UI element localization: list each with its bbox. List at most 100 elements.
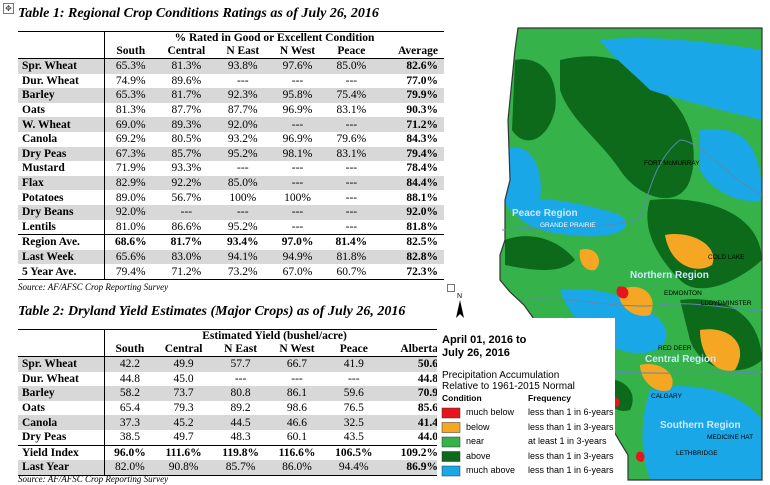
table-cell: 69.0% bbox=[104, 117, 157, 132]
table-cell: 96.9% bbox=[282, 133, 313, 146]
city-label: FORT McMURRAY bbox=[644, 160, 700, 167]
table-cell: 67.0% bbox=[282, 265, 313, 278]
table-cell: 42.2 bbox=[104, 356, 155, 372]
table-row: Yield Index 96.0% 111.6% 119.8% 116.6% 106.5%… bbox=[18, 444, 444, 461]
table-cell: 87.7% bbox=[227, 104, 258, 117]
table-cell: 81.8% bbox=[325, 249, 378, 265]
table-cell: 80.8 bbox=[212, 386, 269, 401]
table-cell: 68.6% bbox=[104, 234, 157, 250]
table-cell: 83.1% bbox=[336, 104, 367, 117]
table-cell: 100% bbox=[229, 191, 257, 204]
table-cell: 79.9% bbox=[377, 88, 444, 103]
table-cell: 38.5 bbox=[119, 431, 140, 444]
table-cell: 71.2% bbox=[377, 117, 444, 132]
table-cell: 41.4 bbox=[382, 415, 444, 430]
column-header: N East bbox=[216, 45, 270, 59]
table-cell: 95.2% bbox=[216, 146, 270, 162]
table-row: Dry Peas 38.5 49.7 48.3 60.1 43.5 44.0 bbox=[18, 429, 444, 446]
city-label: LETHBRIDGE bbox=[676, 450, 718, 457]
table-cell: 106.5% bbox=[325, 444, 383, 461]
table-cell: --- bbox=[348, 372, 360, 385]
legend-swatch bbox=[441, 422, 461, 433]
table-cell: 73.2% bbox=[227, 265, 258, 278]
legend-frequency: less than 1 in 3-years bbox=[528, 421, 614, 432]
table1-column-header-row: South Central N East N West Peace Average bbox=[18, 45, 444, 59]
column-header: N West bbox=[269, 45, 326, 59]
table-cell: --- bbox=[156, 204, 217, 220]
table-row: Barley 58.2 73.7 80.8 86.1 59.6 70.9 bbox=[18, 386, 444, 401]
crop-conditions-table: % Rated in Good or Excellent Condition S… bbox=[18, 31, 444, 280]
column-header: Peace bbox=[325, 343, 383, 357]
region-label-peace: Peace Region bbox=[512, 208, 578, 219]
table-cell: 83.1% bbox=[325, 146, 378, 162]
table-cell: 86.0% bbox=[268, 460, 326, 476]
legend-swatch bbox=[441, 436, 461, 448]
table-move-handle[interactable]: ✥ bbox=[3, 3, 14, 14]
legend-label: much below bbox=[466, 407, 515, 417]
table-cell: 116.6% bbox=[268, 444, 326, 461]
table-cell: 81.4% bbox=[325, 234, 378, 250]
city-label: LLOYDMINSTER bbox=[701, 300, 752, 307]
table-cell: 59.6 bbox=[325, 386, 383, 401]
row-label: Dur. Wheat bbox=[18, 73, 105, 89]
table-cell: --- bbox=[291, 372, 303, 385]
region-boundary bbox=[519, 298, 763, 311]
table-row: Flax 82.9% 92.2% 85.0% --- --- 84.4% bbox=[18, 175, 444, 191]
map-subtitle: Precipitation Accumulation Relative to 1… bbox=[442, 370, 575, 392]
table-cell: 92.0% bbox=[104, 204, 157, 220]
table-cell: 85.0% bbox=[216, 175, 270, 191]
table-cell: 92.3% bbox=[216, 88, 270, 103]
row-label: W. Wheat bbox=[18, 117, 105, 132]
table-cell: 109.2% bbox=[382, 444, 444, 461]
table-cell: 60.1 bbox=[286, 431, 308, 444]
table-cell: --- bbox=[291, 74, 304, 87]
table-cell: 50.6 bbox=[382, 356, 444, 372]
table-cell: 46.6 bbox=[268, 415, 326, 430]
table-cell: 72.3% bbox=[406, 265, 438, 278]
region-boundary bbox=[501, 139, 763, 231]
table-cell: 92.0% bbox=[377, 204, 444, 220]
table2-title: Table 2: Dryland Yield Estimates (Major … bbox=[18, 304, 406, 319]
table-cell: 77.0% bbox=[406, 74, 438, 87]
table-cell: 94.9% bbox=[269, 249, 326, 265]
table-cell: 66.7 bbox=[268, 356, 326, 372]
table-cell: 70.9 bbox=[382, 386, 444, 401]
table-cell: 32.5 bbox=[325, 415, 383, 430]
table-row: Oats 65.4 79.3 89.2 98.6 76.5 85.6 bbox=[18, 400, 444, 416]
row-label: Oats bbox=[18, 102, 105, 118]
column-header: South bbox=[104, 45, 157, 59]
table-cell: 95.8% bbox=[269, 88, 326, 103]
table-cell: 48.3 bbox=[230, 431, 251, 444]
table-cell: 83.0% bbox=[156, 249, 217, 265]
table-cell: 44.8 bbox=[417, 372, 438, 385]
row-label: Lentils bbox=[18, 219, 105, 235]
legend-frequency: less than 1 in 3-years bbox=[528, 450, 614, 461]
row-label: Barley bbox=[18, 88, 105, 103]
table-cell: 81.7% bbox=[156, 88, 217, 103]
table1-title: Table 1: Regional Crop Conditions Rating… bbox=[18, 6, 379, 21]
table-cell: 82.0% bbox=[104, 460, 155, 476]
column-header: South bbox=[104, 343, 155, 357]
table-cell: 85.0% bbox=[325, 58, 378, 74]
table-row: Dry Beans 92.0% --- --- --- --- 92.0% bbox=[18, 204, 444, 220]
yield-estimates-table: Estimated Yield (bushel/acre) South Centr… bbox=[18, 329, 444, 476]
row-label: Dry Peas bbox=[18, 146, 105, 162]
table-cell: 71.2% bbox=[171, 265, 202, 278]
table-row: Dur. Wheat 44.8 45.0 --- --- --- 44.8 bbox=[18, 371, 444, 387]
table-cell: 95.2% bbox=[227, 220, 258, 233]
table-cell: 65.4 bbox=[119, 402, 140, 415]
table-cell: 89.0% bbox=[115, 191, 146, 204]
table-row: Barley 65.3% 81.7% 92.3% 95.8% 75.4% 79.9% bbox=[18, 88, 444, 103]
table-cell: 65.6% bbox=[104, 249, 157, 265]
table-row: 5 Year Ave. 79.4% 71.2% 73.2% 67.0% 60.7% 72.3… bbox=[18, 264, 444, 280]
table-cell: 45.0 bbox=[173, 372, 194, 385]
table-cell: --- bbox=[291, 220, 304, 233]
table-cell: 49.7 bbox=[173, 431, 194, 444]
table-cell: 94.4% bbox=[325, 460, 383, 476]
table-cell: --- bbox=[237, 162, 249, 175]
row-label: Dur. Wheat bbox=[18, 371, 105, 387]
table-cell: 92.0% bbox=[216, 117, 270, 132]
table-resize-handle[interactable] bbox=[447, 284, 455, 292]
table-cell: 57.7 bbox=[212, 356, 269, 372]
table-cell: 41.9 bbox=[325, 356, 383, 372]
